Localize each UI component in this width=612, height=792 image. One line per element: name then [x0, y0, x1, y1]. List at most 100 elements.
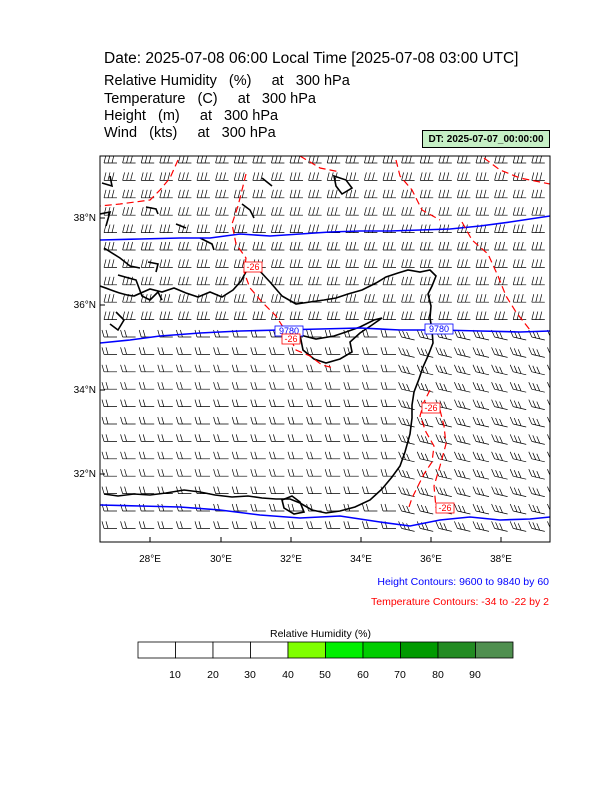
- contour-labels: 9780 9780 -26 -26 -26 -26: [243, 261, 455, 514]
- wind-barb: [457, 276, 471, 286]
- wind-barb: [528, 347, 545, 358]
- wind-barb: [491, 347, 508, 358]
- wind-barb: [345, 241, 359, 251]
- wind-barb: [101, 521, 117, 529]
- wind-barb: [271, 276, 285, 286]
- wind-barb: [528, 503, 545, 515]
- wind-barb: [326, 156, 341, 164]
- wind-barb: [140, 276, 155, 286]
- wind-barb: [382, 276, 396, 286]
- wind-barb: [509, 347, 527, 358]
- wind-barb: [157, 451, 173, 460]
- wind-barb: [512, 172, 527, 181]
- wind-barb: [101, 347, 117, 355]
- wind-barb: [362, 503, 378, 512]
- wind-barb: [194, 364, 210, 373]
- wind-barb: [176, 329, 192, 338]
- wind-barb: [398, 399, 415, 410]
- wind-barb: [122, 276, 136, 286]
- chart-title: Date: 2025-07-08 06:00 Local Time [2025-…: [104, 50, 519, 67]
- wind-barb: [494, 311, 508, 320]
- wind-barb: [345, 311, 359, 320]
- wind-barb: [213, 399, 229, 407]
- wind-barb: [252, 224, 266, 233]
- wind-barb: [550, 312, 563, 320]
- wind-barb: [419, 224, 434, 233]
- wind-barb: [512, 189, 527, 199]
- wind-barb: [494, 259, 508, 268]
- wind-barb: [289, 241, 303, 251]
- colorbar-title: Relative Humidity (%): [270, 628, 371, 640]
- wind-barb: [308, 156, 322, 164]
- wind-barb: [547, 382, 550, 390]
- wind-barb: [494, 156, 508, 164]
- wind-barb: [547, 521, 550, 529]
- wind-barb: [364, 224, 378, 233]
- coastline-aegean-islands: [100, 174, 354, 332]
- wind-barb: [382, 311, 396, 320]
- wind-barb: [159, 224, 173, 233]
- wind-barb: [269, 434, 285, 442]
- colorbar-label: 30: [244, 669, 256, 681]
- wind-barb: [531, 172, 545, 181]
- wind-barb: [435, 521, 452, 532]
- wind-barb: [512, 156, 527, 164]
- wind-barb: [509, 382, 527, 393]
- wind-barb: [550, 277, 563, 285]
- wind-barb: [176, 382, 192, 390]
- wind-barb: [159, 207, 173, 216]
- wind-barb: [343, 434, 359, 442]
- wind-barb: [138, 364, 155, 373]
- wind-barb: [178, 276, 192, 286]
- wind-barb: [269, 347, 285, 355]
- wind-barb: [435, 416, 452, 428]
- wind-barb: [438, 207, 452, 216]
- wind-barb: [416, 503, 434, 515]
- wind-barb: [138, 347, 155, 355]
- wind-barb: [176, 399, 192, 407]
- wind-barb: [157, 469, 173, 477]
- wind-barb: [398, 451, 415, 463]
- wind-barb: [475, 294, 489, 303]
- wind-barb: [250, 347, 266, 355]
- wind-barb: [252, 311, 266, 320]
- wind-barb: [271, 259, 285, 268]
- wind-barb: [509, 451, 527, 463]
- wind-barb: [157, 434, 173, 442]
- wind-barb: [306, 382, 322, 390]
- latitude-axis: 38°N 36°N 34°N 32°N: [74, 213, 105, 480]
- wind-barb: [438, 156, 452, 164]
- wind-barb: [547, 469, 550, 477]
- wind-barb: [196, 241, 210, 251]
- wind-barb: [475, 311, 489, 320]
- wind-barb: [196, 259, 210, 268]
- wind-barb: [231, 434, 248, 442]
- wind-barb: [308, 294, 322, 303]
- wind-barb: [122, 259, 136, 268]
- wind-barb: [547, 486, 550, 494]
- wind-barb: [178, 259, 192, 268]
- lat-label: 34°N: [74, 385, 96, 396]
- wind-barb: [287, 399, 303, 407]
- colorbar-label: 50: [319, 669, 331, 681]
- wind-barb: [269, 451, 285, 460]
- colorbar-label: 90: [469, 669, 481, 681]
- wind-barb: [269, 521, 285, 529]
- wind-barb: [362, 521, 378, 529]
- wind-barb: [419, 294, 434, 303]
- colorbar-box: [212, 641, 251, 659]
- colorbar-box: [400, 641, 439, 659]
- wind-barb: [419, 311, 434, 320]
- wind-barb: [475, 259, 489, 268]
- wind-barb: [472, 503, 490, 515]
- wind-barb: [101, 364, 117, 373]
- wind-barb: [491, 382, 508, 393]
- wind-barb: [491, 486, 508, 497]
- wind-barb: [457, 241, 471, 251]
- wind-barb: [271, 224, 285, 233]
- wind-barb: [382, 241, 396, 251]
- wind-barb: [454, 329, 471, 341]
- wind-barb: [509, 469, 527, 480]
- wind-barb: [326, 294, 341, 303]
- wind-barb: [159, 311, 173, 320]
